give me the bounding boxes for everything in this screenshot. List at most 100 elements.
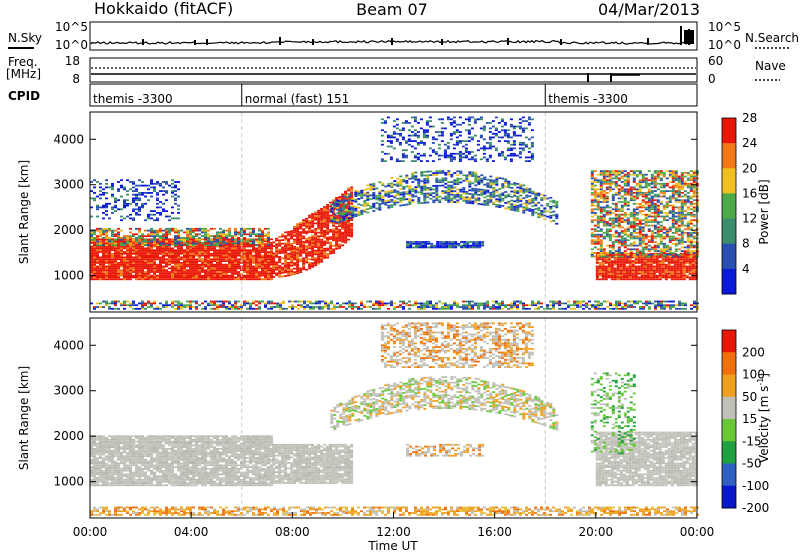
heatmap-cell <box>162 193 165 196</box>
heatmap-cell <box>99 229 102 232</box>
heatmap-cell <box>270 251 273 253</box>
heatmap-cell <box>216 271 219 273</box>
heatmap-cell <box>676 276 680 279</box>
heatmap-cell <box>599 201 603 203</box>
heatmap-cell <box>599 182 603 185</box>
heatmap-cell <box>616 271 620 273</box>
heatmap-cell <box>216 267 219 270</box>
heatmap-cell <box>147 213 150 216</box>
heatmap-cell <box>347 229 351 232</box>
heatmap-cell <box>308 251 312 253</box>
heatmap-cell <box>638 193 642 196</box>
heatmap-cell <box>231 237 234 239</box>
heatmap-cell <box>515 154 519 157</box>
heatmap-cell <box>462 196 466 198</box>
heatmap-cell <box>616 272 620 275</box>
heatmap-cell <box>186 238 189 241</box>
heatmap-cell <box>213 238 216 241</box>
heatmap-cell <box>647 235 651 238</box>
heatmap-cell <box>329 205 333 208</box>
heatmap-cell <box>620 181 624 183</box>
heatmap-cell <box>320 224 324 227</box>
heatmap-cell <box>396 190 400 193</box>
heatmap-cell <box>117 254 120 257</box>
heatmap-cell <box>234 231 237 234</box>
heatmap-cell <box>105 249 108 252</box>
heatmap-cell <box>641 242 645 245</box>
heatmap-cell <box>608 181 612 183</box>
heatmap-cell <box>628 263 632 266</box>
heatmap-cell <box>498 199 502 201</box>
heatmap-cell <box>611 202 615 205</box>
heatmap-cell <box>626 239 630 242</box>
heatmap-cell <box>614 193 618 196</box>
heatmap-cell <box>228 260 231 262</box>
heatmap-cell <box>694 258 698 261</box>
heatmap-cell <box>243 258 246 261</box>
heatmap-cell <box>336 205 340 207</box>
heatmap-cell <box>270 249 273 252</box>
heatmap-cell <box>409 241 413 243</box>
heatmap-cell <box>201 278 204 281</box>
heatmap-cell <box>477 175 481 178</box>
heatmap-cell <box>308 236 312 239</box>
heatmap-cell <box>174 256 177 259</box>
heatmap-cell <box>350 226 354 229</box>
heatmap-cell <box>623 215 627 218</box>
heatmap-cell <box>332 234 336 236</box>
heatmap-cell <box>518 118 522 121</box>
heatmap-cell <box>372 184 376 187</box>
heatmap-cell <box>610 276 614 279</box>
heatmap-cell <box>114 247 117 250</box>
heatmap-cell <box>590 184 594 187</box>
heatmap-cell <box>456 181 460 184</box>
heatmap-cell <box>386 136 390 139</box>
heatmap-cell <box>634 265 638 268</box>
heatmap-cell <box>237 247 240 250</box>
heatmap-cell <box>424 246 428 249</box>
heatmap-cell <box>168 240 171 242</box>
heatmap-cell <box>464 143 468 146</box>
heatmap-cell <box>338 216 342 218</box>
heatmap-cell <box>228 262 231 264</box>
heatmap-cell <box>442 246 446 249</box>
heatmap-cell <box>599 186 603 189</box>
heatmap-cell <box>255 262 258 264</box>
heatmap-cell <box>189 258 192 261</box>
heatmap-cell <box>399 193 403 196</box>
heatmap-cell <box>147 247 150 250</box>
heatmap-cell <box>611 188 615 191</box>
heatmap-cell <box>302 268 306 271</box>
heatmap-cell <box>632 255 636 258</box>
heatmap-cell <box>129 265 132 268</box>
heatmap-cell <box>647 215 651 218</box>
heatmap-cell <box>626 253 630 256</box>
heatmap-cell <box>243 242 246 244</box>
heatmap-cell <box>655 258 659 261</box>
heatmap-cell <box>213 245 216 248</box>
heatmap-cell <box>278 275 282 278</box>
heatmap-cell <box>632 188 636 191</box>
heatmap-cell <box>525 207 529 209</box>
heatmap-cell <box>395 132 399 135</box>
heatmap-cell <box>333 213 337 216</box>
heatmap-cell <box>638 184 642 187</box>
heatmap-cell <box>423 201 427 204</box>
heatmap-cell <box>216 269 219 272</box>
heatmap-cell <box>641 195 645 198</box>
heatmap-cell <box>347 238 351 241</box>
heatmap-cell <box>623 212 627 214</box>
heatmap-cell <box>114 256 117 259</box>
heatmap-cell <box>399 191 403 194</box>
heatmap-cell <box>440 122 444 124</box>
heatmap-cell <box>114 272 117 275</box>
heatmap-cell <box>114 204 117 207</box>
heatmap-cell <box>477 190 481 193</box>
heatmap-cell <box>527 116 531 119</box>
heatmap-cell <box>465 196 469 199</box>
heatmap-cell <box>625 267 629 270</box>
heatmap-cell <box>102 272 105 275</box>
heatmap-cell <box>156 199 159 202</box>
heatmap-cell <box>396 201 400 204</box>
heatmap-cell <box>390 177 394 179</box>
